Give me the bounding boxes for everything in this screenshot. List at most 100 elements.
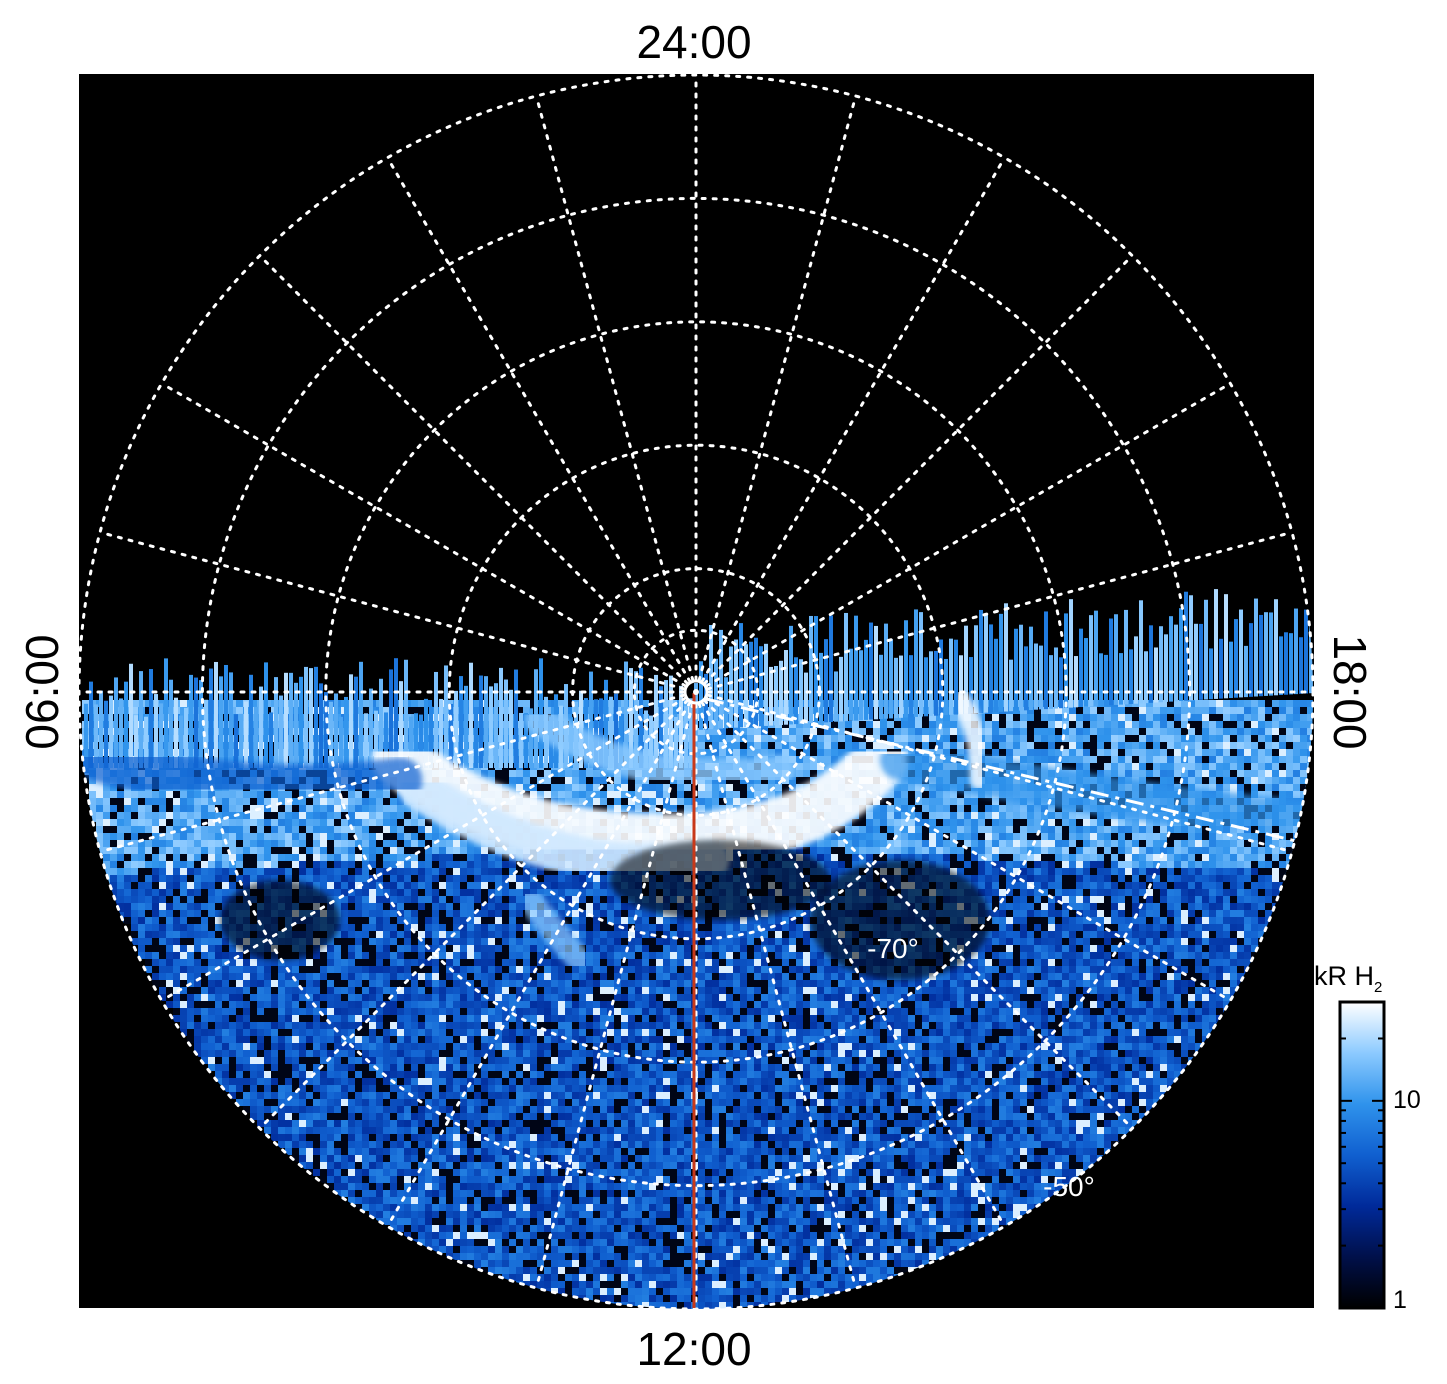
emission-pixel	[957, 847, 964, 858]
emission-pixel	[495, 749, 502, 756]
emission-pixel	[761, 791, 768, 802]
emission-pixel	[544, 889, 551, 896]
emission-pixel	[803, 840, 810, 852]
emission-pixel	[1027, 826, 1034, 834]
emission-pixel	[1146, 728, 1153, 736]
emission-pixel	[166, 840, 173, 847]
emission-pixel	[558, 791, 565, 801]
emission-pixel	[180, 840, 187, 849]
emission-pixel	[1020, 735, 1027, 742]
emission-pixel	[1223, 721, 1230, 733]
emission-pixel	[1153, 819, 1160, 828]
emission-pixel	[950, 714, 957, 727]
emission-pixel	[901, 840, 908, 851]
emission-pixel	[992, 714, 999, 727]
emission-pixel	[922, 798, 929, 811]
emission-pixel	[1195, 833, 1202, 843]
emission-pixel	[943, 840, 950, 853]
emission-pixel	[1181, 826, 1188, 837]
emission-pixel	[1258, 721, 1265, 730]
emission-pixel	[1111, 819, 1118, 830]
emission-pixel	[1300, 784, 1307, 792]
emission-pixel	[264, 812, 271, 825]
emission-pixel	[474, 763, 481, 774]
emission-pixel	[1076, 742, 1083, 755]
emission-pixel	[404, 833, 411, 846]
emission-pixel	[390, 826, 397, 838]
emission-pixel	[124, 854, 131, 867]
emission-pixel	[1104, 854, 1111, 861]
emission-pixel	[376, 805, 383, 813]
emission-pixel	[180, 742, 187, 749]
emission-pixel	[355, 847, 362, 854]
emission-pixel	[166, 833, 173, 844]
emission-pixel	[845, 700, 852, 711]
emission-pixel	[215, 756, 222, 763]
emission-pixel	[1202, 777, 1209, 790]
emission-pixel	[1251, 742, 1258, 749]
emission-pixel	[138, 812, 145, 824]
emission-pixel	[887, 833, 894, 846]
emission-pixel	[117, 784, 124, 796]
emission-pixel	[719, 749, 726, 756]
emission-pixel	[614, 777, 621, 788]
emission-pixel	[1076, 819, 1083, 829]
emission-pixel	[348, 847, 355, 858]
emission-pixel	[467, 896, 474, 903]
emission-pixel	[362, 707, 369, 717]
emission-pixel	[453, 889, 460, 897]
emission-pixel	[817, 770, 824, 778]
emission-pixel	[607, 896, 614, 903]
emission-pixel	[565, 896, 572, 903]
emission-pixel	[1265, 728, 1272, 736]
emission-pixel	[705, 721, 712, 734]
emission-pixel	[1181, 728, 1188, 736]
emission-pixel	[110, 798, 117, 805]
emission-pixel	[740, 714, 747, 721]
emission-pixel	[117, 826, 124, 838]
emission-pixel	[964, 798, 971, 811]
emission-pixel	[1174, 840, 1181, 848]
emission-pixel	[1293, 735, 1300, 743]
emission-pixel	[320, 819, 327, 826]
emission-pixel	[621, 805, 628, 815]
emission-pixel	[908, 784, 915, 793]
emission-pixel	[943, 784, 950, 795]
emission-pixel	[803, 749, 810, 761]
emission-pixel	[740, 742, 747, 752]
emission-pixel	[376, 840, 383, 851]
emission-pixel	[1048, 847, 1055, 858]
emission-pixel	[796, 721, 803, 732]
emission-pixel	[1041, 749, 1048, 762]
emission-pixel	[957, 826, 964, 835]
emission-pixel	[257, 826, 264, 834]
emission-pixel	[712, 805, 719, 812]
emission-pixel	[1258, 868, 1265, 875]
emission-pixel	[1083, 707, 1090, 714]
emission-pixel	[922, 805, 929, 816]
emission-pixel	[173, 854, 180, 863]
emission-pixel	[1013, 896, 1020, 903]
emission-pixel	[740, 798, 747, 805]
emission-pixel	[901, 735, 908, 746]
emission-pixel	[852, 826, 859, 839]
emission-pixel	[516, 770, 523, 780]
emission-pixel	[376, 896, 383, 903]
emission-pixel	[1202, 714, 1209, 724]
emission-pixel	[250, 749, 257, 760]
emission-pixel	[1020, 826, 1027, 837]
emission-pixel	[880, 707, 887, 719]
emission-pixel	[985, 714, 992, 725]
emission-pixel	[579, 896, 586, 903]
emission-pixel	[698, 735, 705, 746]
emission-pixel	[565, 791, 572, 803]
emission-pixel	[1076, 847, 1083, 855]
emission-pixel	[1055, 826, 1062, 834]
emission-pixel	[1167, 770, 1174, 780]
emission-pixel	[1020, 721, 1027, 728]
emission-pixel	[887, 812, 894, 823]
emission-pixel	[418, 840, 425, 848]
emission-pixel	[677, 798, 684, 811]
emission-pixel	[754, 728, 761, 740]
emission-pixel	[1111, 735, 1118, 747]
